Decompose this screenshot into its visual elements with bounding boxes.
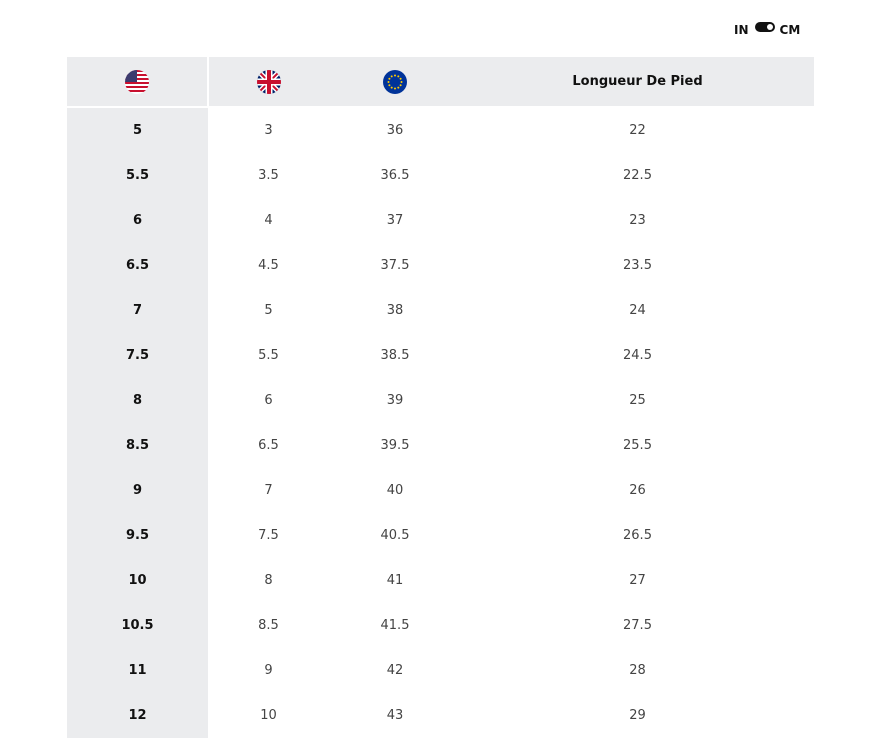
us-size-cell: 12 — [67, 693, 208, 738]
us-size-cell: 6.5 — [67, 243, 208, 288]
uk-size-cell: 9 — [264, 663, 273, 678]
foot-length-header: Longueur De Pied — [461, 57, 814, 108]
table-row: 12 10 43 29 — [67, 693, 814, 738]
eu-size-cell: 37.5 — [380, 258, 410, 273]
uk-size-cell: 4.5 — [258, 258, 279, 273]
us-size-cell: 11 — [67, 648, 208, 693]
table-row: 7 5 38 24 — [67, 288, 814, 333]
table-row: 8.5 6.5 39.5 25.5 — [67, 423, 814, 468]
uk-size-cell: 5.5 — [258, 348, 279, 363]
foot-length-cell: 29 — [629, 708, 646, 723]
foot-length-cell: 27 — [629, 573, 646, 588]
eu-size-cell: 41.5 — [380, 618, 410, 633]
unit-cm-label: CM — [779, 23, 801, 37]
us-size-cell: 6 — [67, 198, 208, 243]
foot-length-cell: 24 — [629, 303, 646, 318]
us-size-cell: 5.5 — [67, 153, 208, 198]
uk-size-cell: 6.5 — [258, 438, 279, 453]
eu-size-cell: 39.5 — [380, 438, 410, 453]
uk-size-cell: 3 — [264, 123, 273, 138]
unit-toggle[interactable]: IN CM — [734, 22, 800, 38]
uk-size-cell: 3.5 — [258, 168, 279, 183]
eu-size-cell: 36.5 — [380, 168, 410, 183]
foot-length-cell: 22.5 — [623, 168, 652, 183]
eu-size-cell: 41 — [386, 573, 404, 588]
foot-length-cell: 24.5 — [623, 348, 652, 363]
eu-size-cell: 40 — [386, 483, 404, 498]
foot-length-cell: 27.5 — [623, 618, 652, 633]
us-size-cell: 8.5 — [67, 423, 208, 468]
eu-flag-icon — [383, 69, 407, 94]
uk-size-cell: 10 — [260, 708, 277, 723]
eu-size-cell: 38.5 — [380, 348, 410, 363]
us-size-cell: 5 — [67, 107, 208, 153]
uk-size-cell: 8.5 — [258, 618, 279, 633]
eu-size-cell: 42 — [386, 663, 404, 678]
uk-size-cell: 4 — [264, 213, 273, 228]
table-row: 9.5 7.5 40.5 26.5 — [67, 513, 814, 558]
us-flag-icon — [125, 69, 149, 94]
toggle-switch[interactable] — [754, 22, 775, 32]
foot-length-cell: 25.5 — [623, 438, 652, 453]
us-size-cell: 10.5 — [67, 603, 208, 648]
unit-in-label: IN — [734, 23, 749, 37]
us-size-cell: 10 — [67, 558, 208, 603]
us-header — [67, 57, 209, 108]
us-size-cell: 8 — [67, 378, 208, 423]
table-row: 9 7 40 26 — [67, 468, 814, 513]
foot-length-cell: 25 — [629, 393, 646, 408]
table-row: 8 6 39 25 — [67, 378, 814, 423]
us-size-cell: 9 — [67, 468, 208, 513]
size-table: Longueur De Pied 5 3 36 22 5.5 3.5 36.5 22.5 6 4 3… — [67, 57, 814, 738]
uk-size-cell: 5 — [264, 303, 273, 318]
uk-size-cell: 7.5 — [258, 528, 279, 543]
uk-size-cell: 7 — [264, 483, 273, 498]
eu-size-cell: 40.5 — [380, 528, 410, 543]
table-row: 11 9 42 28 — [67, 648, 814, 693]
table-row: 10 8 41 27 — [67, 558, 814, 603]
eu-size-cell: 37 — [386, 213, 404, 228]
uk-flag-icon — [257, 69, 281, 94]
uk-size-cell: 8 — [264, 573, 273, 588]
foot-length-cell: 28 — [629, 663, 646, 678]
foot-length-cell: 23 — [629, 213, 646, 228]
eu-size-cell: 39 — [386, 393, 404, 408]
eu-header — [329, 57, 461, 108]
table-row: 10.5 8.5 41.5 27.5 — [67, 603, 814, 648]
table-row: 5 3 36 22 — [67, 107, 814, 153]
us-size-cell: 7 — [67, 288, 208, 333]
table-row: 5.5 3.5 36.5 22.5 — [67, 153, 814, 198]
us-size-cell: 9.5 — [67, 513, 208, 558]
uk-header — [208, 57, 329, 108]
table-row: 7.5 5.5 38.5 24.5 — [67, 333, 814, 378]
table-row: 6.5 4.5 37.5 23.5 — [67, 243, 814, 288]
eu-size-cell: 36 — [386, 123, 404, 138]
us-size-cell: 7.5 — [67, 333, 208, 378]
foot-length-cell: 26 — [629, 483, 646, 498]
table-row: 6 4 37 23 — [67, 198, 814, 243]
eu-size-cell: 38 — [386, 303, 404, 318]
foot-length-cell: 22 — [629, 123, 646, 138]
eu-size-cell: 43 — [386, 708, 404, 723]
uk-size-cell: 6 — [264, 393, 273, 408]
foot-length-cell: 26.5 — [623, 528, 652, 543]
foot-length-cell: 23.5 — [623, 258, 652, 273]
